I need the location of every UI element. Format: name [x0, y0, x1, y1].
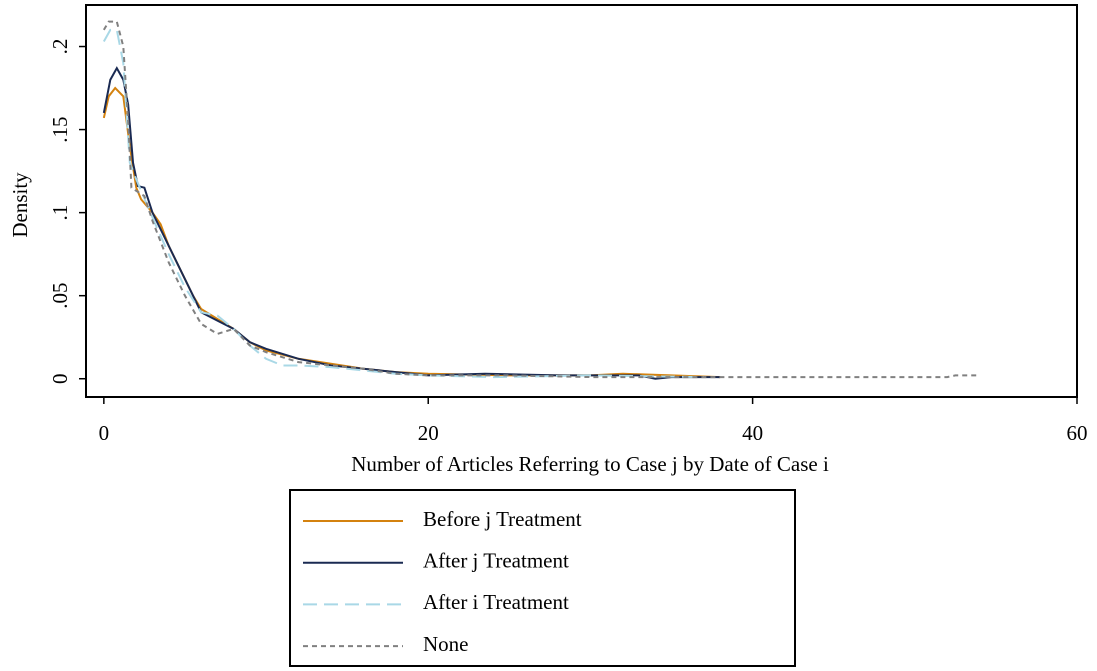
legend-label: None: [423, 632, 469, 656]
series-line: [102, 28, 704, 379]
legend-label: Before j Treatment: [423, 507, 582, 531]
x-tick-label: 40: [742, 421, 763, 445]
y-tick-label: .2: [48, 39, 72, 55]
x-tick-label: 0: [99, 421, 110, 445]
series-line: [102, 66, 721, 380]
y-axis-label: Density: [8, 172, 32, 238]
y-tick-label: .1: [48, 205, 72, 221]
series-line: [102, 86, 721, 379]
y-tick-label: .05: [48, 283, 72, 309]
x-tick-label: 60: [1067, 421, 1088, 445]
legend-box: [289, 489, 796, 667]
y-tick-label: 0: [48, 373, 72, 384]
plot-frame: [85, 4, 1078, 398]
legend-label: After i Treatment: [423, 590, 569, 614]
y-tick-label: .15: [48, 116, 72, 142]
x-axis-label: Number of Articles Referring to Case j b…: [351, 452, 829, 476]
series-line: [102, 20, 980, 379]
x-tick-label: 20: [418, 421, 439, 445]
legend-label: After j Treatment: [423, 549, 569, 573]
